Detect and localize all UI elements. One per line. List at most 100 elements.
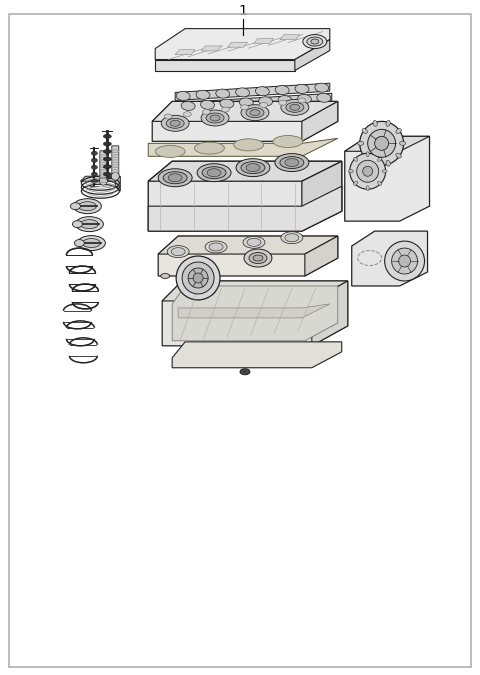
Ellipse shape <box>112 169 119 173</box>
Ellipse shape <box>209 243 223 251</box>
Ellipse shape <box>234 139 264 151</box>
Ellipse shape <box>275 154 309 171</box>
Ellipse shape <box>307 37 323 46</box>
Ellipse shape <box>167 246 189 258</box>
Ellipse shape <box>295 84 309 93</box>
Ellipse shape <box>236 159 270 177</box>
FancyBboxPatch shape <box>112 146 119 177</box>
Polygon shape <box>345 136 430 151</box>
Ellipse shape <box>91 180 97 183</box>
Polygon shape <box>178 304 330 318</box>
Ellipse shape <box>155 146 185 157</box>
Circle shape <box>375 136 389 151</box>
Polygon shape <box>228 43 248 47</box>
Ellipse shape <box>366 152 369 157</box>
Ellipse shape <box>275 86 289 94</box>
Ellipse shape <box>298 95 312 103</box>
Ellipse shape <box>348 169 353 173</box>
Ellipse shape <box>354 157 358 161</box>
Ellipse shape <box>241 161 265 173</box>
Ellipse shape <box>240 105 249 110</box>
Ellipse shape <box>112 160 119 163</box>
Ellipse shape <box>163 171 187 184</box>
Ellipse shape <box>281 232 303 244</box>
Polygon shape <box>162 281 348 301</box>
Ellipse shape <box>220 99 234 108</box>
Circle shape <box>350 153 385 189</box>
Ellipse shape <box>103 134 111 138</box>
Ellipse shape <box>260 103 268 107</box>
Circle shape <box>398 255 410 267</box>
Ellipse shape <box>373 121 377 126</box>
Polygon shape <box>172 342 342 368</box>
Ellipse shape <box>317 93 331 103</box>
Ellipse shape <box>273 136 303 148</box>
Ellipse shape <box>181 101 195 111</box>
Polygon shape <box>162 281 348 346</box>
Ellipse shape <box>161 273 169 279</box>
Ellipse shape <box>100 169 107 173</box>
Ellipse shape <box>247 238 261 246</box>
Polygon shape <box>175 50 195 55</box>
Ellipse shape <box>112 150 119 153</box>
Ellipse shape <box>400 141 406 145</box>
Ellipse shape <box>246 108 264 117</box>
Ellipse shape <box>72 221 83 227</box>
Circle shape <box>182 262 214 294</box>
Polygon shape <box>152 101 338 122</box>
Ellipse shape <box>176 91 190 101</box>
Ellipse shape <box>221 107 229 112</box>
Polygon shape <box>254 38 274 43</box>
Ellipse shape <box>164 114 172 119</box>
Ellipse shape <box>210 115 220 121</box>
Ellipse shape <box>354 181 358 186</box>
Ellipse shape <box>202 167 226 179</box>
Ellipse shape <box>203 109 210 114</box>
Polygon shape <box>345 136 430 221</box>
Ellipse shape <box>373 161 377 166</box>
Polygon shape <box>148 161 342 181</box>
Ellipse shape <box>197 164 231 182</box>
Polygon shape <box>280 34 300 40</box>
Ellipse shape <box>196 90 210 99</box>
Ellipse shape <box>91 172 97 176</box>
Ellipse shape <box>243 236 265 248</box>
Ellipse shape <box>80 219 98 229</box>
Ellipse shape <box>161 115 189 132</box>
Polygon shape <box>152 101 338 141</box>
Ellipse shape <box>358 141 364 145</box>
Ellipse shape <box>91 165 97 169</box>
Ellipse shape <box>74 240 84 246</box>
Ellipse shape <box>298 98 306 103</box>
FancyBboxPatch shape <box>100 151 107 182</box>
Ellipse shape <box>168 173 182 182</box>
Circle shape <box>360 122 404 165</box>
Ellipse shape <box>100 155 107 158</box>
Ellipse shape <box>240 369 250 375</box>
Ellipse shape <box>77 236 105 250</box>
Ellipse shape <box>103 157 111 161</box>
Ellipse shape <box>112 165 119 168</box>
Ellipse shape <box>250 109 260 115</box>
Ellipse shape <box>78 202 96 211</box>
Ellipse shape <box>244 249 272 267</box>
Ellipse shape <box>378 157 382 161</box>
Circle shape <box>363 166 372 176</box>
Ellipse shape <box>194 142 224 154</box>
Circle shape <box>357 160 379 182</box>
Ellipse shape <box>315 83 329 92</box>
Ellipse shape <box>206 113 224 123</box>
Ellipse shape <box>386 161 390 166</box>
Polygon shape <box>302 101 338 141</box>
Ellipse shape <box>286 103 304 112</box>
Ellipse shape <box>112 155 119 158</box>
Ellipse shape <box>207 169 221 177</box>
Ellipse shape <box>103 149 111 153</box>
Ellipse shape <box>311 39 319 44</box>
Ellipse shape <box>279 100 287 105</box>
Ellipse shape <box>103 142 111 146</box>
Ellipse shape <box>278 96 292 105</box>
Ellipse shape <box>241 105 269 121</box>
Ellipse shape <box>255 86 269 96</box>
Ellipse shape <box>75 217 103 232</box>
